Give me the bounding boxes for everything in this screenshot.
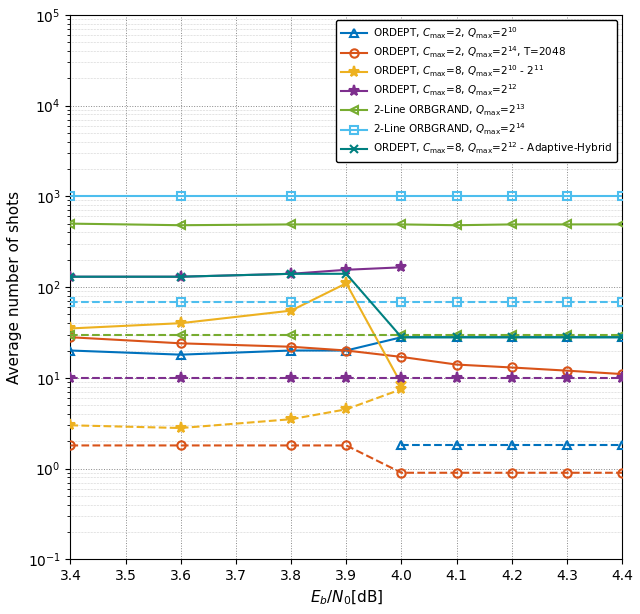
Legend: ORDEPT, $C_{\mathrm{max}}$=2, $Q_{\mathrm{max}}$=$2^{10}$, ORDEPT, $C_{\mathrm{m: ORDEPT, $C_{\mathrm{max}}$=2, $Q_{\mathr… [336,20,617,161]
Y-axis label: Average number of shots: Average number of shots [7,190,22,384]
X-axis label: $E_b/N_0$[dB]: $E_b/N_0$[dB] [310,589,383,607]
